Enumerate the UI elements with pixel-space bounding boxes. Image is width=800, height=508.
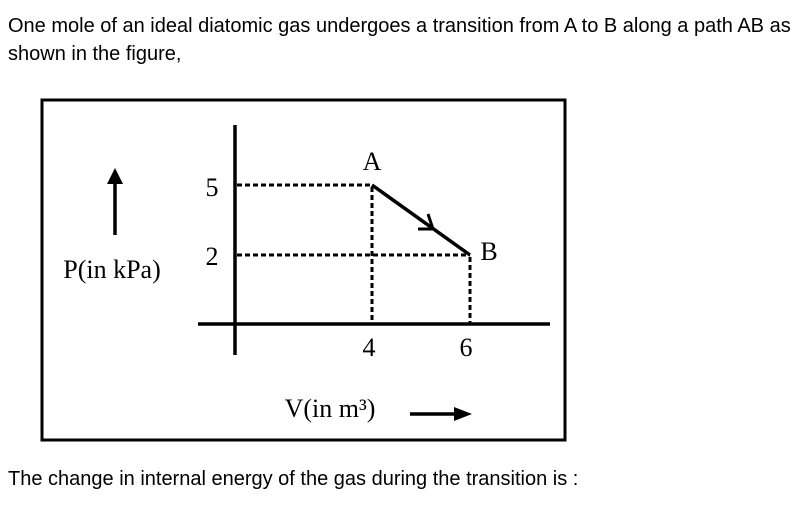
y-arrow-head [107,168,123,184]
question-prompt: The change in internal energy of the gas… [8,468,579,490]
x-tick-label: 6 [460,333,473,362]
x-arrow-head [454,407,472,421]
point-label: B [480,237,497,266]
x-label: V(in m³) [285,394,376,423]
y-label: P(in kPa) [63,255,161,284]
x-tick-label: 4 [363,333,376,362]
path-ab [370,183,472,257]
figure-frame [40,98,567,442]
y-tick-label: 5 [206,173,219,202]
guide-lines [237,183,472,324]
path-arrow [418,213,436,231]
point-label: A [363,147,382,176]
question-intro: One mole of an ideal diatomic gas underg… [8,15,791,65]
y-tick-label: 2 [206,242,219,271]
